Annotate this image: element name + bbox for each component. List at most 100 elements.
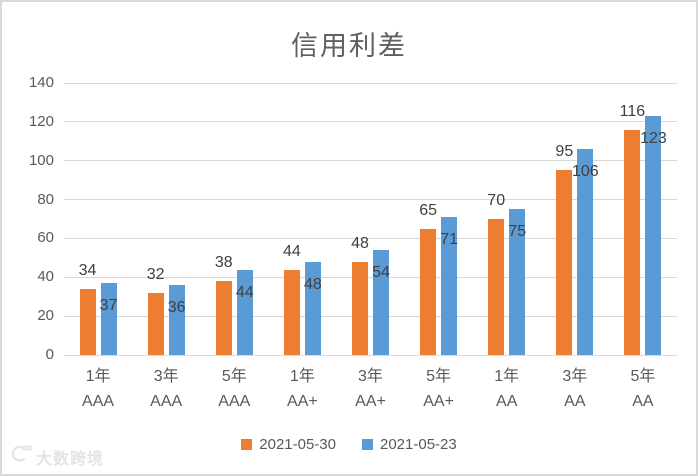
gridline-120 [64,121,677,123]
bar-2021-05-30-5年-AAA [215,281,232,355]
legend-swatch-blue [362,439,373,450]
legend-label: 2021-05-30 [259,436,336,453]
legend-item-2021-05-23: 2021-05-23 [362,436,457,453]
bar-2021-05-23-5年-AA [645,116,662,355]
bar-value-label: 54 [372,264,390,282]
bar-2021-05-23-5年-AA+ [441,217,458,355]
x-label-tenor: 1年 [85,368,111,385]
bar-value-label: 34 [78,261,97,279]
bar-group-5年-AA+: 65 71 [405,83,473,355]
bar-2021-05-23-1年-AAA [100,283,117,355]
bar-group-3年-AA+: 48 54 [336,83,404,355]
x-label-tenor: 1年 [289,368,315,385]
x-axis-label-1年-AA: 1年 AA [473,364,541,414]
x-label-tenor: 5年 [221,368,247,385]
bar-2021-05-23-1年-AA [509,209,526,355]
x-label-rating: AA+ [423,393,454,410]
x-label-rating: AAA [218,393,251,410]
bar-2021-05-30-1年-AA+ [283,269,300,355]
x-axis-label-1年-AA+: 1年 AA+ [268,364,336,414]
gridline-0 [64,354,677,356]
bar-group-5年-AA: 116 123 [609,83,677,355]
bar-2021-05-23-3年-AA+ [372,250,389,355]
x-label-tenor: 3年 [153,368,179,385]
x-label-tenor: 5年 [630,368,656,385]
bar-value-label: 71 [440,231,458,249]
gridline-140 [64,82,677,84]
bar-value-label: 116 [619,102,646,120]
bar-groups: 34 37 32 36 38 44 44 48 48 54 65 71 70 75 95 106 116 123 [64,83,677,355]
x-axis-label-5年-AA: 5年 AA [609,364,677,414]
bar-group-1年-AAA: 34 37 [64,83,132,355]
bar-2021-05-30-1年-AAA [79,288,96,355]
bar-value-label: 65 [419,201,437,219]
bar-2021-05-23-1年-AA+ [304,261,321,355]
y-tick-label: 40 [37,268,54,286]
plot-area: 34 37 32 36 38 44 44 48 48 54 65 71 70 75 95 106 116 123 [64,82,677,356]
x-axis-label-5年-AAA: 5年 AAA [200,364,268,414]
bar-group-3年-AAA: 32 36 [132,83,200,355]
bar-value-label: 44 [235,283,254,301]
bar-value-label: 123 [640,130,667,148]
x-label-rating: AAA [82,393,115,410]
legend-swatch-orange [241,439,253,450]
x-axis-label-5年-AA+: 5年 AA+ [405,364,473,414]
gridline-40 [64,276,677,278]
bar-value-label: 36 [167,299,186,317]
x-axis-label-3年-AAA: 3年 AAA [132,364,200,414]
y-tick-label: 60 [37,229,54,247]
x-label-tenor: 5年 [426,368,452,385]
bar-group-1年-AA: 70 75 [473,83,541,355]
chart-title: 信用利差 [291,31,407,61]
bar-2021-05-30-1年-AA [488,219,505,355]
bar-2021-05-30-3年-AA [556,170,573,355]
bar-2021-05-30-5年-AA+ [420,228,437,355]
bar-value-label: 44 [282,242,301,260]
x-label-rating: AA+ [355,393,386,410]
y-tick-label: 80 [37,190,54,208]
y-tick-label: 120 [28,112,54,130]
bar-value-label: 106 [571,163,599,181]
y-tick-label: 20 [37,307,54,325]
bar-value-label: 38 [214,254,233,272]
bar-value-label: 48 [351,234,369,252]
bar-2021-05-30-3年-AA+ [351,261,368,355]
x-label-tenor: 1年 [494,368,520,385]
bar-2021-05-23-5年-AAA [236,269,253,355]
bar-2021-05-30-3年-AAA [147,292,164,355]
x-axis-label-3年-AA: 3年 AA [541,364,609,414]
x-axis: 1年 AAA 3年 AAA 5年 AAA 1年 AA+ 3年 AA+ 5年 AA+ 1年 AA 3年 AA 5年… [64,364,677,414]
bar-group-5年-AAA: 38 44 [200,83,268,355]
x-label-rating: AA [496,393,518,410]
y-tick-label: 100 [28,151,54,169]
bar-value-label: 70 [487,192,506,209]
y-tick-label: 0 [45,346,54,363]
x-axis-label-1年-AAA: 1年 AAA [64,364,132,414]
bar-group-1年-AA+: 44 48 [268,83,336,355]
bar-2021-05-23-3年-AA [577,149,594,355]
bar-value-label: 32 [146,265,165,283]
x-label-tenor: 3年 [358,368,383,385]
bar-group-3年-AA: 95 106 [541,83,609,355]
x-label-rating: AA [632,393,654,410]
gridline-100 [64,160,677,162]
gridline-80 [64,199,677,201]
x-label-rating: AAA [150,393,183,410]
legend-label: 2021-05-23 [380,436,457,453]
bar-value-label: 37 [99,297,118,315]
legend: 2021-05-30 2021-05-23 [2,436,696,453]
x-label-rating: AA+ [287,393,318,410]
gridline-20 [64,315,677,317]
y-axis: 0 20 40 60 80 100 120 140 [2,2,54,474]
bar-value-label: 48 [303,275,322,293]
gridline-60 [64,237,677,239]
x-axis-label-3年-AA+: 3年 AA+ [336,364,404,414]
bar-2021-05-23-3年-AAA [168,285,185,355]
x-label-tenor: 3年 [562,368,588,385]
bar-value-label: 95 [555,143,574,161]
bar-2021-05-30-5年-AA [624,129,641,355]
bar-value-label: 75 [508,223,527,241]
y-tick-label: 140 [28,74,54,91]
x-label-rating: AA [564,393,586,410]
